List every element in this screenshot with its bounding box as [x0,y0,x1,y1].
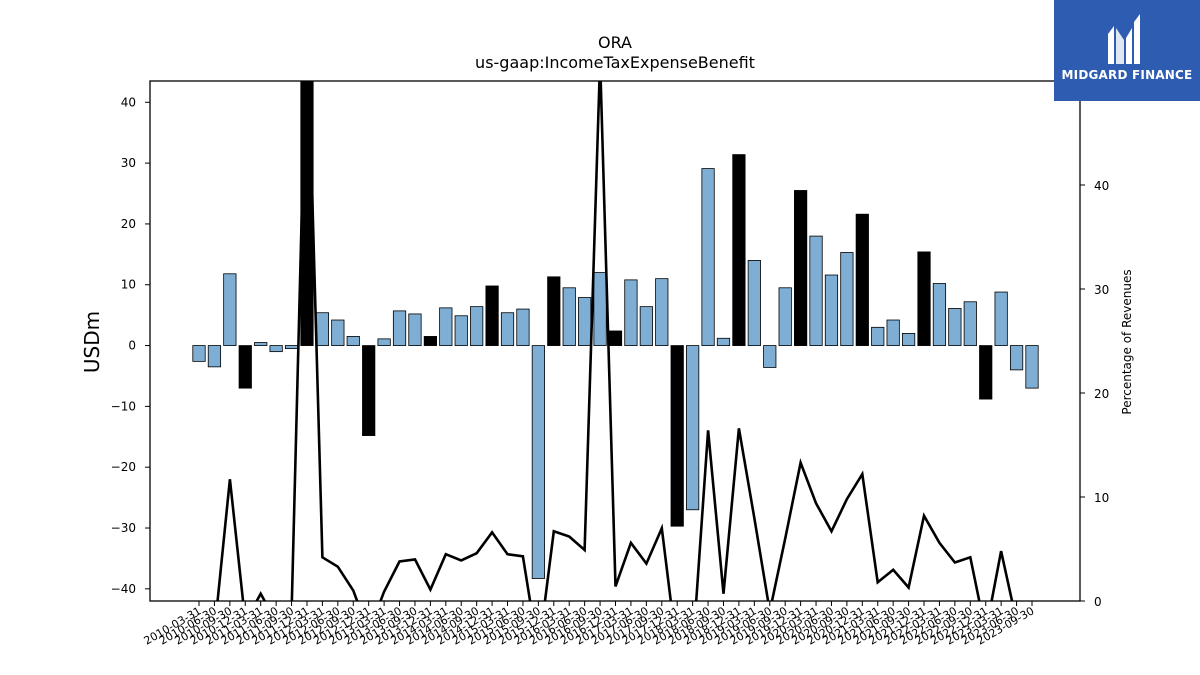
bar-2019-03-31 [747,260,761,346]
y-axis-label: USDm [80,311,104,373]
y-tick-label: 10 [121,278,136,292]
bar-2022-03-31 [932,283,947,346]
bar-2019-06-30 [763,345,777,368]
bar-2022-09-30 [963,301,977,346]
y-tick-label: −30 [111,521,136,535]
logo-text: MIDGARD FINANCE [1061,68,1193,82]
bar-2016-09-30 [593,272,607,346]
bar-2013-09-30 [408,313,422,346]
logo-mark-icon [1108,14,1140,64]
bar-2017-09-30 [655,278,669,346]
bar-2023-09-30 [1025,345,1039,389]
pct-revenue-line [216,81,1014,601]
y2-tick-label: 30 [1094,283,1109,297]
bar-2017-12-31 [670,345,684,527]
bar-2015-09-30 [531,345,545,579]
bar-2011-03-31 [254,342,268,346]
bar-2018-09-30 [716,337,731,346]
bar-2022-12-31 [979,345,993,400]
bar-2017-06-30 [639,306,653,346]
bar-2012-06-30 [331,319,345,346]
bar-2020-12-31 [855,213,869,346]
bar-2011-06-30 [269,345,283,353]
bar-2010-03-31 [192,345,206,362]
bar-2019-09-30 [778,287,792,346]
bar-2012-09-30 [346,336,360,346]
y-tick-label: 0 [128,339,136,353]
y-tick-label: 40 [121,95,136,109]
y2-ticks: 0 10 20 30 40 [1080,179,1109,609]
bar-2021-12-31 [917,251,931,346]
y-ticks: −40 −30 −20 −10 0 10 20 30 40 [111,95,150,596]
pct-line-group [216,81,1014,601]
bar-2018-06-30 [701,168,715,346]
bar-2022-06-30 [948,308,962,346]
bar-2013-12-31 [423,336,437,346]
bar-2020-06-30 [824,274,839,346]
bar-2017-03-31 [624,279,638,346]
bar-2015-06-30 [516,308,530,346]
bar-2016-06-30 [578,297,592,346]
y2-tick-label: 0 [1094,595,1102,609]
bar-2010-09-30 [223,273,237,346]
y-tick-label: 20 [121,217,136,231]
bar-2021-06-30 [886,319,900,346]
plot-frame [149,80,1081,602]
bar-2012-12-31 [362,345,376,436]
bar-2018-12-31 [732,154,746,346]
bar-2013-03-31 [377,338,391,346]
bar-2023-03-31 [994,291,1008,346]
bar-2018-03-31 [686,345,700,511]
y2-axis-label: Percentage of Revenues [1120,269,1134,414]
y2-tick-label: 40 [1094,179,1109,193]
bar-2011-09-30 [284,345,299,350]
bar-2016-03-31 [562,287,576,346]
bar-2020-09-30 [840,252,854,346]
y-tick-label: 30 [121,156,136,170]
y2-tick-label: 10 [1094,491,1109,505]
bar-2019-12-31 [794,190,808,346]
bar-2010-12-31 [238,345,252,389]
chart-subtitle: us-gaap:IncomeTaxExpenseBenefit [475,53,755,72]
bar-2015-12-31 [547,276,561,346]
bar-2020-03-31 [809,235,823,346]
y2-tick-label: 20 [1094,387,1109,401]
bar-2014-06-30 [454,315,468,346]
y-tick-label: −40 [111,582,136,596]
x-ticks: 2010-03-312010-06-302010-09-302010-12-31… [142,601,1037,648]
y-tick-label: −20 [111,460,136,474]
y-tick-label: −10 [111,399,136,413]
bar-2021-03-31 [871,326,885,346]
bar-2012-03-31 [315,312,330,346]
bar-2021-09-30 [901,332,916,346]
bar-2016-12-31 [608,330,623,346]
bar-2013-06-30 [392,310,407,346]
logo: MIDGARD FINANCE [1054,0,1200,101]
bar-2015-03-31 [500,312,515,346]
bar-2014-12-31 [485,285,499,346]
bar-2014-09-30 [470,306,484,346]
bar-2010-06-30 [207,345,222,368]
bar-2023-06-30 [1009,345,1024,371]
chart-title: ORA [598,33,632,52]
bar-2014-03-31 [439,307,453,346]
